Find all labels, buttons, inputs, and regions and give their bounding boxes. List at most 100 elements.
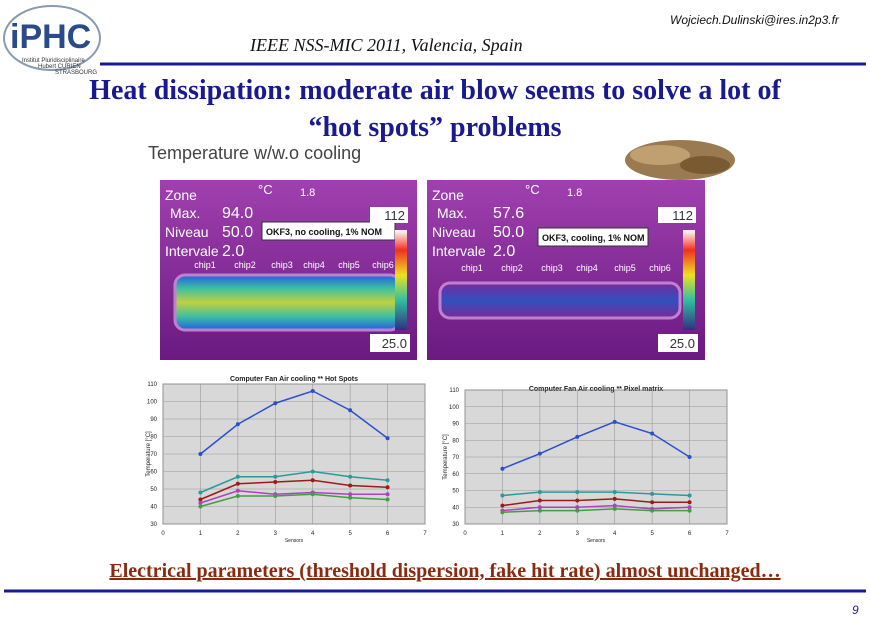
y-tick-label: 50 — [452, 489, 459, 495]
y-tick-label: 80 — [452, 438, 459, 444]
chip-label: chip5 — [614, 263, 636, 273]
x-tick-label: 6 — [386, 531, 390, 537]
scale-box — [370, 207, 408, 223]
data-point — [537, 508, 542, 513]
email: Wojciech.Dulinski@ires.in2p3.fr — [670, 13, 840, 27]
y-tick-label: 90 — [452, 422, 459, 428]
reading-label: Intervale — [165, 243, 219, 259]
chip-label: chip4 — [576, 263, 598, 273]
conference: IEEE NSS-MIC 2011, Valencia, Spain — [249, 35, 523, 55]
data-point — [385, 485, 390, 490]
data-point — [575, 434, 580, 439]
title: Heat dissipation: moderate air blow seem… — [89, 75, 781, 106]
y-tick-label: 40 — [150, 505, 157, 511]
page-number: 9 — [852, 603, 859, 617]
note: OKF3, cooling, 1% NOM — [542, 233, 645, 243]
data-point — [687, 505, 692, 510]
data-point — [500, 503, 505, 508]
logo-subtitle: Hubert CURIEN — [38, 64, 81, 70]
logo-subtitle: STRASBOURG — [55, 70, 97, 76]
reading-value: 50.0 — [222, 224, 253, 241]
data-point — [687, 455, 692, 459]
data-point — [348, 474, 353, 479]
y-tick-label: 70 — [452, 455, 459, 461]
y-tick-label: 100 — [449, 405, 460, 411]
data-point — [650, 500, 655, 505]
x-tick-label: 2 — [236, 531, 240, 537]
data-point — [537, 505, 542, 510]
plot-title: Computer Fan Air cooling ** Pixel matrix — [529, 386, 663, 393]
x-axis-label: Sensors — [587, 538, 606, 544]
y-tick-label: 90 — [150, 417, 157, 423]
data-point — [273, 401, 278, 406]
data-point — [273, 480, 278, 484]
data-point — [575, 498, 580, 503]
data-point — [612, 490, 617, 495]
plot-title: Computer Fan Air cooling ** Hot Spots — [230, 376, 358, 383]
x-tick-label: 2 — [538, 531, 542, 537]
series-line — [200, 470, 388, 494]
data-point — [687, 500, 692, 505]
data-point — [687, 493, 692, 498]
series-line — [199, 390, 389, 455]
color-scale — [395, 230, 407, 330]
series-line — [502, 508, 690, 514]
sensor-map — [173, 273, 402, 332]
data-point — [612, 503, 617, 508]
data-point — [198, 504, 203, 509]
x-tick-label: 7 — [725, 531, 729, 537]
reading-label: Max. — [437, 205, 467, 221]
data-point — [687, 508, 692, 513]
reading-label: Niveau — [432, 224, 476, 240]
data-point — [348, 483, 353, 488]
sensor-map — [438, 281, 682, 320]
data-point — [235, 474, 240, 479]
chip-label: chip6 — [649, 263, 671, 273]
series-line — [200, 489, 388, 504]
data-point — [385, 497, 390, 502]
y-tick-label: 60 — [452, 472, 459, 478]
data-point — [385, 492, 390, 497]
data-point — [650, 508, 655, 513]
x-tick-label: 6 — [688, 531, 692, 537]
note-box — [537, 227, 649, 247]
zoom-label: 1.8 — [300, 187, 315, 199]
reading-label: Niveau — [165, 224, 209, 240]
series-line — [502, 498, 690, 507]
y-tick-label: 30 — [150, 522, 157, 528]
y-tick-label: 30 — [452, 522, 459, 528]
data-point — [385, 478, 390, 483]
chip-label: chip2 — [234, 260, 256, 270]
data-point — [385, 436, 390, 441]
scale-max: 112 — [672, 208, 693, 223]
scale-min: 25.0 — [382, 336, 407, 351]
data-point — [348, 492, 353, 497]
data-point — [575, 505, 580, 510]
chip-label: chip3 — [271, 260, 293, 270]
scale-box — [658, 334, 698, 352]
logo: iPHC — [10, 18, 91, 56]
data-point — [500, 493, 505, 498]
y-tick-label: 100 — [147, 400, 158, 406]
reading-value: 2.0 — [493, 243, 515, 260]
unit-label: °C — [258, 182, 273, 197]
data-point — [198, 490, 203, 495]
x-tick-label: 1 — [501, 531, 505, 537]
chip-label: chip5 — [338, 260, 360, 270]
data-point — [612, 419, 617, 424]
data-point — [650, 491, 655, 496]
reading-value: 94.0 — [222, 205, 253, 222]
reading-value: 2.0 — [222, 243, 244, 260]
data-point — [500, 510, 505, 515]
x-tick-label: 3 — [576, 531, 580, 537]
zoom-label: 1.8 — [567, 187, 582, 199]
x-tick-label: 4 — [311, 531, 315, 537]
data-point — [612, 496, 617, 501]
y-tick-label: 60 — [150, 470, 157, 476]
data-point — [575, 490, 580, 495]
reading-label: Max. — [170, 205, 200, 221]
decoration — [625, 140, 735, 180]
data-point — [500, 466, 505, 471]
zone-label: Zone — [432, 187, 464, 203]
logo-subtitle: Institut Pluridisciplinaire — [22, 58, 85, 64]
